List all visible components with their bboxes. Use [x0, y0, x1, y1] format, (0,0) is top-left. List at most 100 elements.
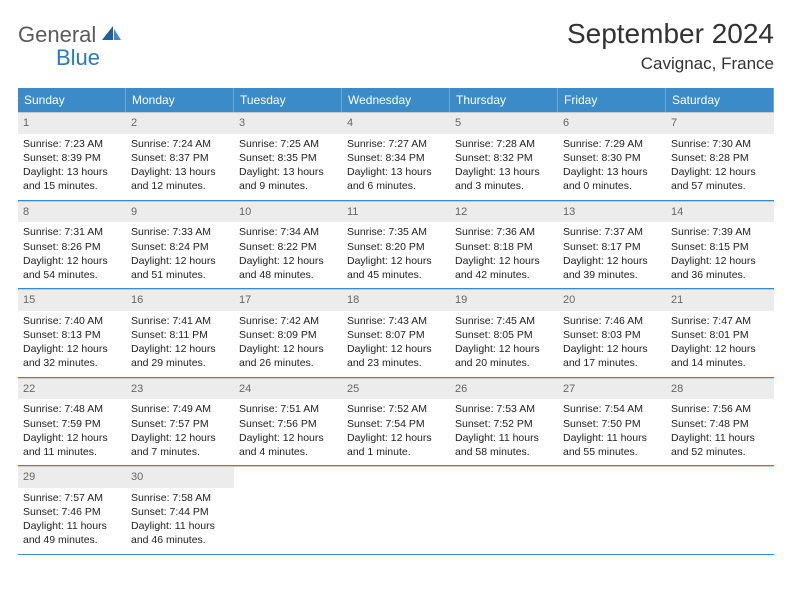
logo-text-block: General Blue	[18, 24, 122, 70]
sunrise-text: Sunrise: 7:37 AM	[563, 225, 661, 239]
calendar-cell: 30Sunrise: 7:58 AMSunset: 7:44 PMDayligh…	[126, 466, 234, 555]
sunset-text: Sunset: 7:50 PM	[563, 417, 661, 431]
day-number: 26	[450, 379, 558, 400]
calendar-cell: 4Sunrise: 7:27 AMSunset: 8:34 PMDaylight…	[342, 112, 450, 201]
calendar-cell: 1Sunrise: 7:23 AMSunset: 8:39 PMDaylight…	[18, 112, 126, 201]
daylight-text: and 26 minutes.	[239, 356, 337, 370]
day-number: 11	[342, 202, 450, 223]
calendar-cell: 29Sunrise: 7:57 AMSunset: 7:46 PMDayligh…	[18, 466, 126, 555]
dow-header: Monday	[126, 88, 234, 112]
calendar-cell: 28Sunrise: 7:56 AMSunset: 7:48 PMDayligh…	[666, 378, 774, 467]
sunset-text: Sunset: 8:01 PM	[671, 328, 769, 342]
sunset-text: Sunset: 8:37 PM	[131, 151, 229, 165]
daylight-text: and 3 minutes.	[455, 179, 553, 193]
day-number: 15	[18, 290, 126, 311]
dow-header: Saturday	[666, 88, 774, 112]
calendar-cell: 22Sunrise: 7:48 AMSunset: 7:59 PMDayligh…	[18, 378, 126, 467]
daylight-text: Daylight: 13 hours	[131, 165, 229, 179]
day-number: 23	[126, 379, 234, 400]
calendar-cell: 21Sunrise: 7:47 AMSunset: 8:01 PMDayligh…	[666, 289, 774, 378]
daylight-text: Daylight: 12 hours	[23, 254, 121, 268]
sunrise-text: Sunrise: 7:56 AM	[671, 402, 769, 416]
empty-cell	[342, 466, 450, 555]
daylight-text: Daylight: 12 hours	[239, 342, 337, 356]
sunrise-text: Sunrise: 7:43 AM	[347, 314, 445, 328]
daylight-text: Daylight: 12 hours	[671, 342, 769, 356]
calendar-cell: 13Sunrise: 7:37 AMSunset: 8:17 PMDayligh…	[558, 201, 666, 290]
sunrise-text: Sunrise: 7:58 AM	[131, 491, 229, 505]
empty-cell	[558, 466, 666, 555]
day-number: 19	[450, 290, 558, 311]
page-header: General Blue September 2024 Cavignac, Fr…	[18, 18, 774, 74]
sunset-text: Sunset: 8:22 PM	[239, 240, 337, 254]
daylight-text: and 58 minutes.	[455, 445, 553, 459]
daylight-text: Daylight: 13 hours	[563, 165, 661, 179]
sunrise-text: Sunrise: 7:27 AM	[347, 137, 445, 151]
sunrise-text: Sunrise: 7:29 AM	[563, 137, 661, 151]
calendar-cell: 16 Sunrise: 7:41 AMSunset: 8:11 PMDayligh…	[126, 289, 234, 378]
sunset-text: Sunset: 8:13 PM	[23, 328, 121, 342]
sunset-text: Sunset: 8:28 PM	[671, 151, 769, 165]
sunrise-text: Sunrise: 7:51 AM	[239, 402, 337, 416]
daylight-text: and 12 minutes.	[131, 179, 229, 193]
sunset-text: Sunset: 7:46 PM	[23, 505, 121, 519]
daylight-text: Daylight: 13 hours	[347, 165, 445, 179]
calendar-cell: 25Sunrise: 7:52 AMSunset: 7:54 PMDayligh…	[342, 378, 450, 467]
sunset-text: Sunset: 8:11 PM	[131, 328, 229, 342]
sunrise-text: Sunrise: 7:30 AM	[671, 137, 769, 151]
sunrise-text: Sunrise: 7:54 AM	[563, 402, 661, 416]
sunset-text: Sunset: 8:39 PM	[23, 151, 121, 165]
sunrise-text: Sunrise: 7:23 AM	[23, 137, 121, 151]
daylight-text: and 52 minutes.	[671, 445, 769, 459]
calendar-cell: 5Sunrise: 7:28 AMSunset: 8:32 PMDaylight…	[450, 112, 558, 201]
day-number: 5	[450, 113, 558, 134]
daylight-text: Daylight: 12 hours	[671, 254, 769, 268]
calendar-cell: 27Sunrise: 7:54 AMSunset: 7:50 PMDayligh…	[558, 378, 666, 467]
day-number: 18	[342, 290, 450, 311]
dow-header: Tuesday	[234, 88, 342, 112]
day-number: 27	[558, 379, 666, 400]
daylight-text: and 15 minutes.	[23, 179, 121, 193]
sunrise-text: Sunrise: 7:40 AM	[23, 314, 121, 328]
calendar-cell: 3Sunrise: 7:25 AMSunset: 8:35 PMDaylight…	[234, 112, 342, 201]
daylight-text: Daylight: 12 hours	[239, 431, 337, 445]
daylight-text: and 20 minutes.	[455, 356, 553, 370]
sunset-text: Sunset: 8:17 PM	[563, 240, 661, 254]
sunrise-text: Sunrise: 7:33 AM	[131, 225, 229, 239]
dow-header: Thursday	[450, 88, 558, 112]
empty-cell	[666, 466, 774, 555]
daylight-text: Daylight: 12 hours	[455, 254, 553, 268]
daylight-text: and 49 minutes.	[23, 533, 121, 547]
day-number: 13	[558, 202, 666, 223]
day-number: 16	[126, 290, 234, 311]
daylight-text: Daylight: 11 hours	[455, 431, 553, 445]
day-number: 24	[234, 379, 342, 400]
sunrise-text: Sunrise: 7:24 AM	[131, 137, 229, 151]
daylight-text: Daylight: 13 hours	[23, 165, 121, 179]
daylight-text: Daylight: 11 hours	[671, 431, 769, 445]
calendar-cell: 6Sunrise: 7:29 AMSunset: 8:30 PMDaylight…	[558, 112, 666, 201]
day-number: 25	[342, 379, 450, 400]
daylight-text: and 42 minutes.	[455, 268, 553, 282]
daylight-text: and 54 minutes.	[23, 268, 121, 282]
sunrise-text: Sunrise: 7:41 AM	[131, 314, 229, 328]
sunset-text: Sunset: 8:18 PM	[455, 240, 553, 254]
sunset-text: Sunset: 8:34 PM	[347, 151, 445, 165]
calendar-cell: 20Sunrise: 7:46 AMSunset: 8:03 PMDayligh…	[558, 289, 666, 378]
sunrise-text: Sunrise: 7:31 AM	[23, 225, 121, 239]
day-number: 6	[558, 113, 666, 134]
month-title: September 2024	[567, 18, 774, 50]
daylight-text: Daylight: 13 hours	[455, 165, 553, 179]
logo: General Blue	[18, 24, 122, 70]
daylight-text: and 14 minutes.	[671, 356, 769, 370]
dow-header: Sunday	[18, 88, 126, 112]
daylight-text: and 36 minutes.	[671, 268, 769, 282]
sunset-text: Sunset: 8:03 PM	[563, 328, 661, 342]
daylight-text: Daylight: 12 hours	[131, 342, 229, 356]
daylight-text: and 29 minutes.	[131, 356, 229, 370]
calendar-cell: 12Sunrise: 7:36 AMSunset: 8:18 PMDayligh…	[450, 201, 558, 290]
daylight-text: and 32 minutes.	[23, 356, 121, 370]
sunset-text: Sunset: 8:15 PM	[671, 240, 769, 254]
sunset-text: Sunset: 7:57 PM	[131, 417, 229, 431]
daylight-text: Daylight: 12 hours	[131, 431, 229, 445]
